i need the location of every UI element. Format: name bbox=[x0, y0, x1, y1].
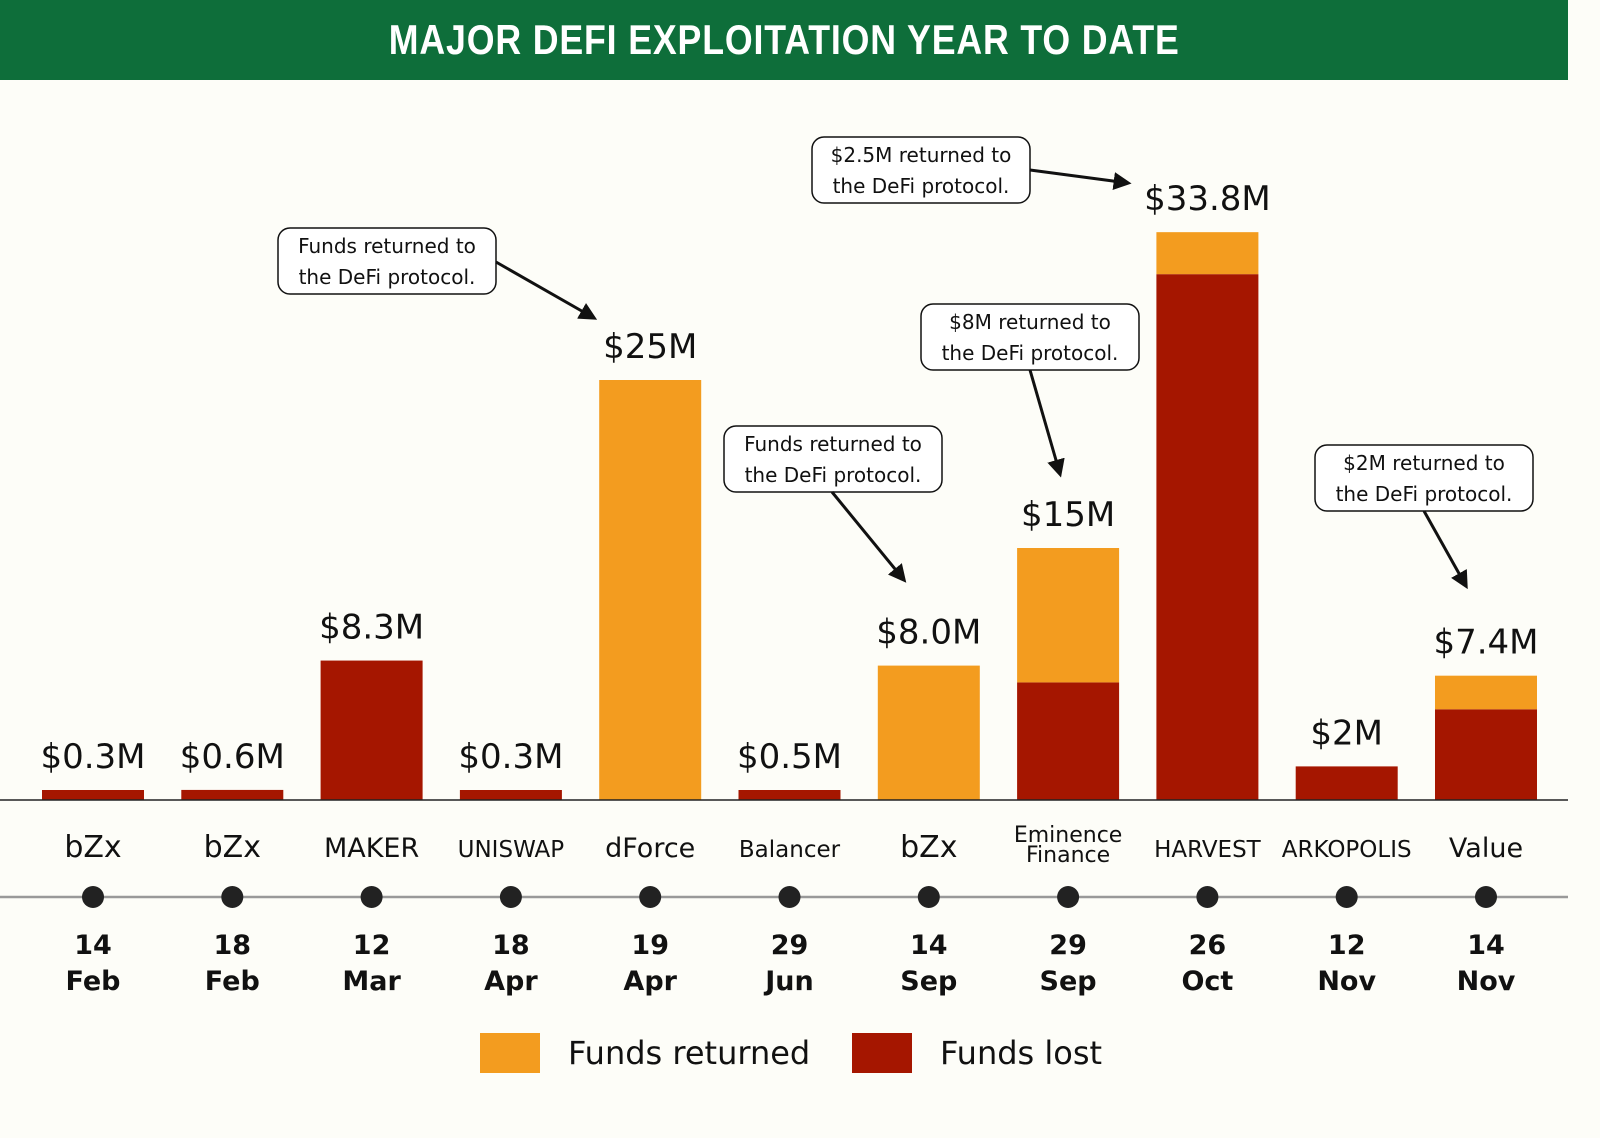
protocol-label: bZx bbox=[64, 830, 121, 865]
date-month: Sep bbox=[900, 966, 957, 997]
callout-text: the DeFi protocol. bbox=[1336, 482, 1513, 506]
value-label: $0.3M bbox=[40, 737, 145, 777]
protocol-label: bZx bbox=[900, 830, 957, 865]
timeline-dot bbox=[221, 886, 244, 908]
protocol-label: Value bbox=[1449, 833, 1523, 864]
callout-arrow bbox=[1028, 369, 1065, 478]
callout-text: the DeFi protocol. bbox=[745, 463, 922, 487]
legend-swatch bbox=[480, 1033, 540, 1073]
bar-funds-lost bbox=[1017, 682, 1120, 800]
date-day: 29 bbox=[1049, 930, 1087, 961]
legend-label: Funds lost bbox=[940, 1034, 1102, 1072]
timeline-dot bbox=[1196, 886, 1219, 908]
protocol-label: Balancer bbox=[739, 837, 841, 863]
callout-arrow bbox=[1029, 168, 1132, 191]
value-label: $15M bbox=[1021, 495, 1115, 535]
timeline-dot bbox=[1335, 886, 1358, 908]
protocol-label: UNISWAP bbox=[458, 837, 565, 863]
date-month: Mar bbox=[342, 966, 401, 997]
value-label: $7.4M bbox=[1433, 623, 1538, 663]
callout-text: the DeFi protocol. bbox=[299, 265, 476, 289]
bar-funds-lost bbox=[181, 789, 284, 800]
date-month: Nov bbox=[1457, 966, 1516, 997]
bar-funds-lost bbox=[1156, 274, 1259, 800]
date-month: Oct bbox=[1181, 966, 1233, 997]
date-month: Nov bbox=[1317, 966, 1376, 997]
value-label: $25M bbox=[603, 327, 697, 367]
bar-funds-lost bbox=[320, 660, 423, 800]
protocol-label: dForce bbox=[605, 833, 695, 864]
protocol-label: ARKOPOLIS bbox=[1282, 837, 1412, 863]
callout-text: the DeFi protocol. bbox=[833, 174, 1010, 198]
value-label: $0.6M bbox=[180, 737, 285, 777]
value-label: $8.3M bbox=[319, 608, 424, 648]
timeline-dot bbox=[778, 886, 801, 908]
bar-funds-lost bbox=[738, 790, 841, 800]
legend-swatch bbox=[852, 1033, 912, 1073]
bar-funds-returned bbox=[599, 380, 702, 800]
value-label: $2M bbox=[1310, 713, 1383, 753]
protocol-label: Eminence bbox=[1014, 823, 1123, 848]
date-day: 26 bbox=[1189, 930, 1227, 961]
bar-funds-returned bbox=[877, 665, 980, 800]
bar-funds-returned bbox=[1156, 232, 1259, 275]
callout-text: $8M returned to bbox=[949, 310, 1111, 334]
timeline-dot bbox=[1475, 886, 1497, 908]
date-day: 18 bbox=[492, 930, 530, 961]
date-day: 18 bbox=[214, 930, 252, 961]
callout-arrow bbox=[495, 260, 598, 320]
date-day: 14 bbox=[1467, 930, 1505, 961]
bar-funds-lost bbox=[459, 790, 562, 800]
date-day: 29 bbox=[771, 930, 809, 961]
callout-box bbox=[277, 227, 497, 295]
timeline-dot bbox=[360, 886, 383, 908]
timeline-dot bbox=[639, 886, 662, 908]
date-month: Feb bbox=[66, 966, 121, 997]
callout-text: Funds returned to bbox=[744, 432, 922, 456]
bar-funds-lost bbox=[1435, 709, 1537, 800]
protocol-label: MAKER bbox=[324, 833, 419, 864]
timeline-dot bbox=[917, 886, 940, 908]
date-month: Jun bbox=[763, 966, 814, 997]
callout-text: the DeFi protocol. bbox=[942, 341, 1119, 365]
timeline-dot bbox=[499, 886, 522, 908]
date-month: Sep bbox=[1040, 966, 1097, 997]
date-day: 19 bbox=[631, 930, 669, 961]
date-month: Apr bbox=[484, 966, 538, 997]
date-day: 14 bbox=[910, 930, 948, 961]
chart-title: MAJOR DEFI EXPLOITATION YEAR TO DATE bbox=[388, 16, 1180, 63]
callout-arrow bbox=[1422, 510, 1468, 590]
timeline-dot bbox=[82, 886, 104, 908]
date-day: 14 bbox=[74, 930, 112, 961]
bar-funds-returned bbox=[1435, 675, 1537, 710]
bar-funds-lost bbox=[1295, 766, 1398, 800]
protocol-label: HARVEST bbox=[1154, 837, 1262, 863]
value-label: $8.0M bbox=[876, 613, 981, 653]
date-day: 12 bbox=[353, 930, 391, 961]
value-label: $33.8M bbox=[1144, 179, 1271, 219]
date-month: Apr bbox=[623, 966, 677, 997]
title-banner: MAJOR DEFI EXPLOITATION YEAR TO DATE bbox=[0, 0, 1568, 80]
date-month: Feb bbox=[205, 966, 260, 997]
bar-funds-returned bbox=[1017, 548, 1120, 683]
value-label: $0.5M bbox=[737, 737, 842, 777]
timeline-dot bbox=[1057, 886, 1080, 908]
callout-text: $2.5M returned to bbox=[831, 143, 1012, 167]
bar-funds-lost bbox=[42, 790, 144, 800]
callout-text: $2M returned to bbox=[1343, 451, 1505, 475]
value-label: $0.3M bbox=[458, 737, 563, 777]
callout-text: Funds returned to bbox=[298, 234, 476, 258]
callout-arrow bbox=[830, 491, 907, 583]
date-day: 12 bbox=[1328, 930, 1366, 961]
protocol-label: bZx bbox=[204, 830, 261, 865]
protocol-label: Finance bbox=[1026, 843, 1110, 868]
legend-label: Funds returned bbox=[568, 1034, 810, 1072]
